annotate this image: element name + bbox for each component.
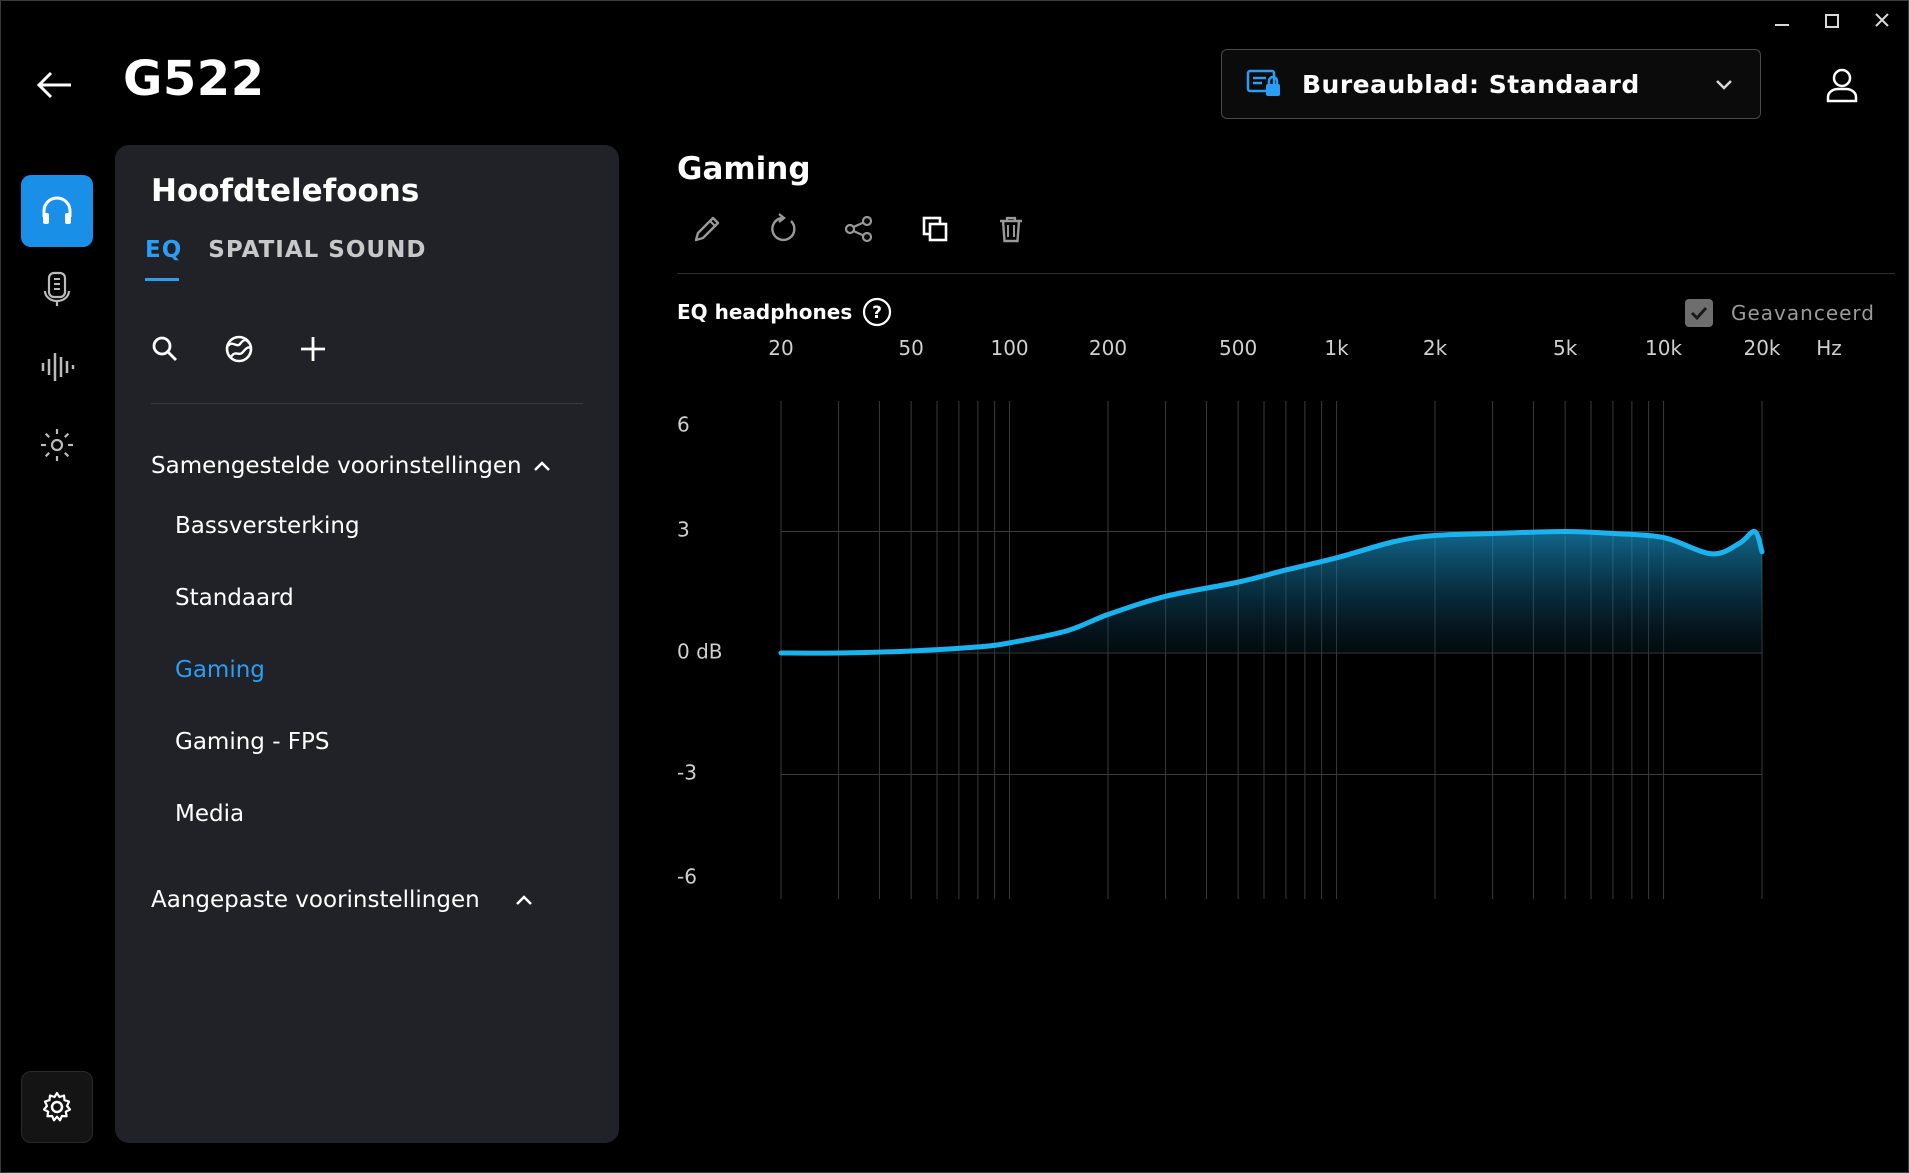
back-arrow-icon[interactable] bbox=[35, 65, 75, 105]
settings-button[interactable] bbox=[21, 1071, 93, 1143]
x-tick-label: 10k bbox=[1645, 336, 1682, 360]
preset-actions bbox=[691, 213, 1027, 245]
x-tick-label: 1k bbox=[1324, 336, 1349, 360]
eq-curve-area bbox=[781, 531, 1762, 654]
duplicate-icon[interactable] bbox=[919, 213, 951, 245]
preset-item[interactable]: Standaard bbox=[175, 585, 294, 611]
advanced-checkbox[interactable] bbox=[1685, 299, 1713, 327]
x-tick-label: 20k bbox=[1743, 336, 1780, 360]
rail-headphones[interactable] bbox=[21, 175, 93, 247]
x-tick-label: 200 bbox=[1089, 336, 1127, 360]
chevron-up-icon bbox=[514, 890, 534, 910]
eq-curve-line bbox=[778, 528, 1765, 656]
y-tick-label: -3 bbox=[677, 761, 697, 785]
section-builtin-label: Samengestelde voorinstellingen bbox=[151, 453, 522, 479]
user-account-icon[interactable] bbox=[1825, 67, 1859, 103]
community-presets-icon[interactable] bbox=[223, 333, 255, 365]
y-tick-label: 6 bbox=[677, 413, 690, 437]
chevron-down-icon bbox=[1712, 72, 1736, 96]
left-nav-rail bbox=[21, 175, 95, 487]
rail-soundwave[interactable] bbox=[21, 331, 93, 403]
preset-item[interactable]: Bassversterking bbox=[175, 513, 360, 539]
lighting-icon bbox=[41, 429, 73, 461]
add-icon[interactable] bbox=[297, 333, 329, 365]
microphone-icon bbox=[43, 271, 71, 306]
panel-divider bbox=[151, 403, 583, 404]
x-tick-label: 20 bbox=[768, 336, 793, 360]
advanced-label: Geavanceerd bbox=[1731, 301, 1875, 325]
gear-icon bbox=[42, 1091, 72, 1122]
rail-lighting[interactable] bbox=[21, 409, 93, 481]
delete-trash-icon[interactable] bbox=[995, 213, 1027, 245]
share-icon[interactable] bbox=[843, 213, 875, 245]
x-unit-label: Hz bbox=[1816, 336, 1842, 360]
profile-label: Bureaublad: Standaard bbox=[1302, 69, 1640, 99]
x-tick-label: 50 bbox=[898, 336, 923, 360]
panel-title: Hoofdtelefoons bbox=[151, 173, 420, 209]
desktop-lock-icon bbox=[1246, 68, 1282, 100]
y-tick-label: -6 bbox=[677, 865, 697, 889]
x-tick-label: 2k bbox=[1423, 336, 1448, 360]
profile-selector[interactable]: Bureaublad: Standaard bbox=[1221, 49, 1761, 119]
advanced-toggle[interactable]: Geavanceerd bbox=[1685, 299, 1875, 327]
maximize-icon[interactable] bbox=[1820, 11, 1844, 35]
reset-icon[interactable] bbox=[767, 213, 799, 245]
eq-label-text: EQ headphones bbox=[677, 300, 853, 324]
x-tick-label: 100 bbox=[990, 336, 1028, 360]
x-tick-label: 5k bbox=[1553, 336, 1578, 360]
section-builtin-presets[interactable]: Samengestelde voorinstellingen bbox=[151, 453, 552, 479]
soundwave-icon bbox=[41, 353, 75, 381]
preset-title: Gaming bbox=[677, 151, 811, 187]
minimize-icon[interactable] bbox=[1770, 11, 1794, 35]
x-tick-label: 500 bbox=[1219, 336, 1257, 360]
preset-item-active[interactable]: Gaming bbox=[175, 657, 265, 683]
help-question-icon[interactable]: ? bbox=[862, 297, 892, 327]
tab-spatial-sound[interactable]: SPATIAL SOUND bbox=[208, 237, 427, 263]
rail-microphone[interactable] bbox=[21, 253, 93, 325]
close-icon[interactable] bbox=[1870, 11, 1894, 35]
preset-item[interactable]: Media bbox=[175, 801, 245, 827]
edit-pencil-icon[interactable] bbox=[691, 213, 723, 245]
svg-text:?: ? bbox=[872, 303, 882, 323]
tab-eq[interactable]: EQ bbox=[145, 237, 182, 281]
search-icon[interactable] bbox=[149, 333, 181, 365]
y-tick-label: 3 bbox=[677, 518, 690, 542]
window-controls bbox=[1770, 11, 1894, 35]
section-custom-label: Aangepaste voorinstellingen bbox=[151, 887, 480, 913]
eq-chart[interactable]: 20 50 100 200 500 1k 2k 5k 10k 20k Hz 6 3 0 dB -3 -6 bbox=[661, 331, 1901, 911]
section-custom-presets[interactable]: Aangepaste voorinstellingen bbox=[151, 887, 534, 913]
presets-panel: Hoofdtelefoons EQ SPATIAL SOUND Samenges… bbox=[115, 145, 619, 1143]
chevron-up-icon bbox=[532, 456, 552, 476]
tab-bar: EQ SPATIAL SOUND bbox=[145, 237, 426, 281]
preset-tools bbox=[149, 333, 329, 365]
device-title: G522 bbox=[123, 51, 265, 107]
y-tick-label: 0 dB bbox=[677, 640, 723, 664]
checkmark-icon bbox=[1690, 306, 1708, 321]
preset-item[interactable]: Gaming - FPS bbox=[175, 729, 330, 755]
eq-section-label: EQ headphones ? bbox=[677, 297, 892, 327]
headphones-icon bbox=[42, 196, 72, 224]
main-divider bbox=[677, 273, 1895, 274]
